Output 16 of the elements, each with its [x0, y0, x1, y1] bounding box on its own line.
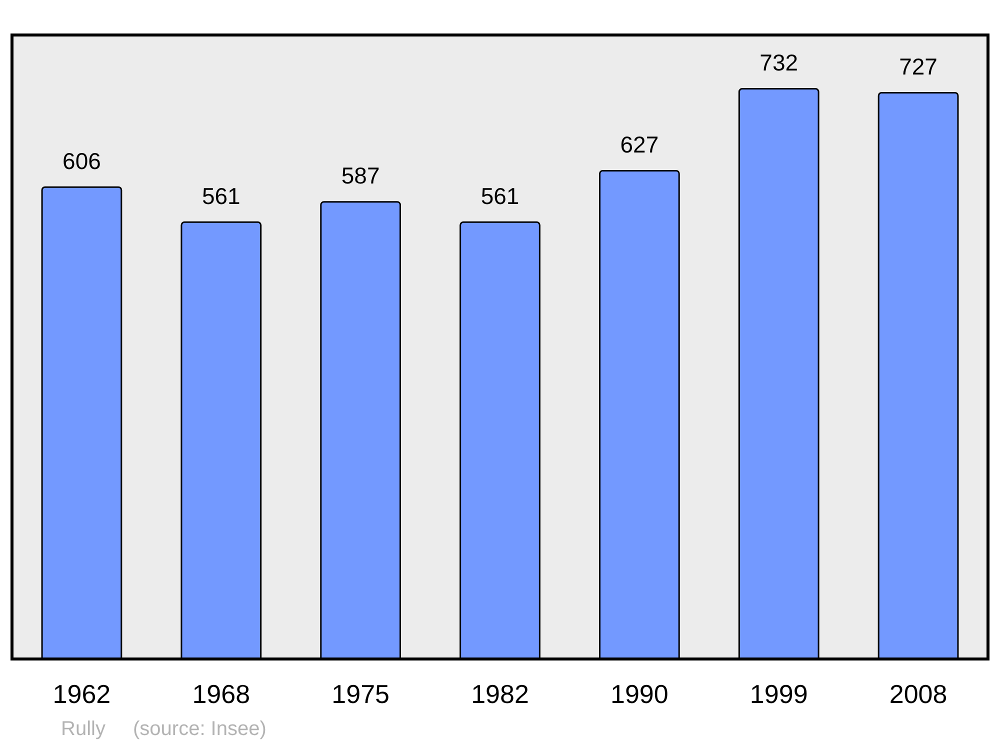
x-tick-label: 1962 [52, 679, 111, 709]
x-tick-label: 1999 [750, 679, 808, 709]
x-tick-label: 1975 [332, 679, 390, 709]
data-label: 627 [620, 131, 659, 158]
data-label: 727 [899, 53, 938, 80]
x-tick-label: 1990 [610, 679, 668, 709]
data-label: 561 [480, 182, 520, 209]
x-tick-label: 2008 [889, 679, 948, 709]
text: (source: Insee) [133, 718, 266, 740]
data-label: 606 [62, 148, 101, 174]
data-label: 732 [760, 50, 798, 76]
data-label: 561 [202, 182, 240, 209]
x-tick-label: 1968 [192, 679, 250, 709]
text: Rully [61, 718, 106, 740]
x-tick-label: 1982 [471, 679, 529, 709]
data-label: 587 [341, 162, 380, 189]
